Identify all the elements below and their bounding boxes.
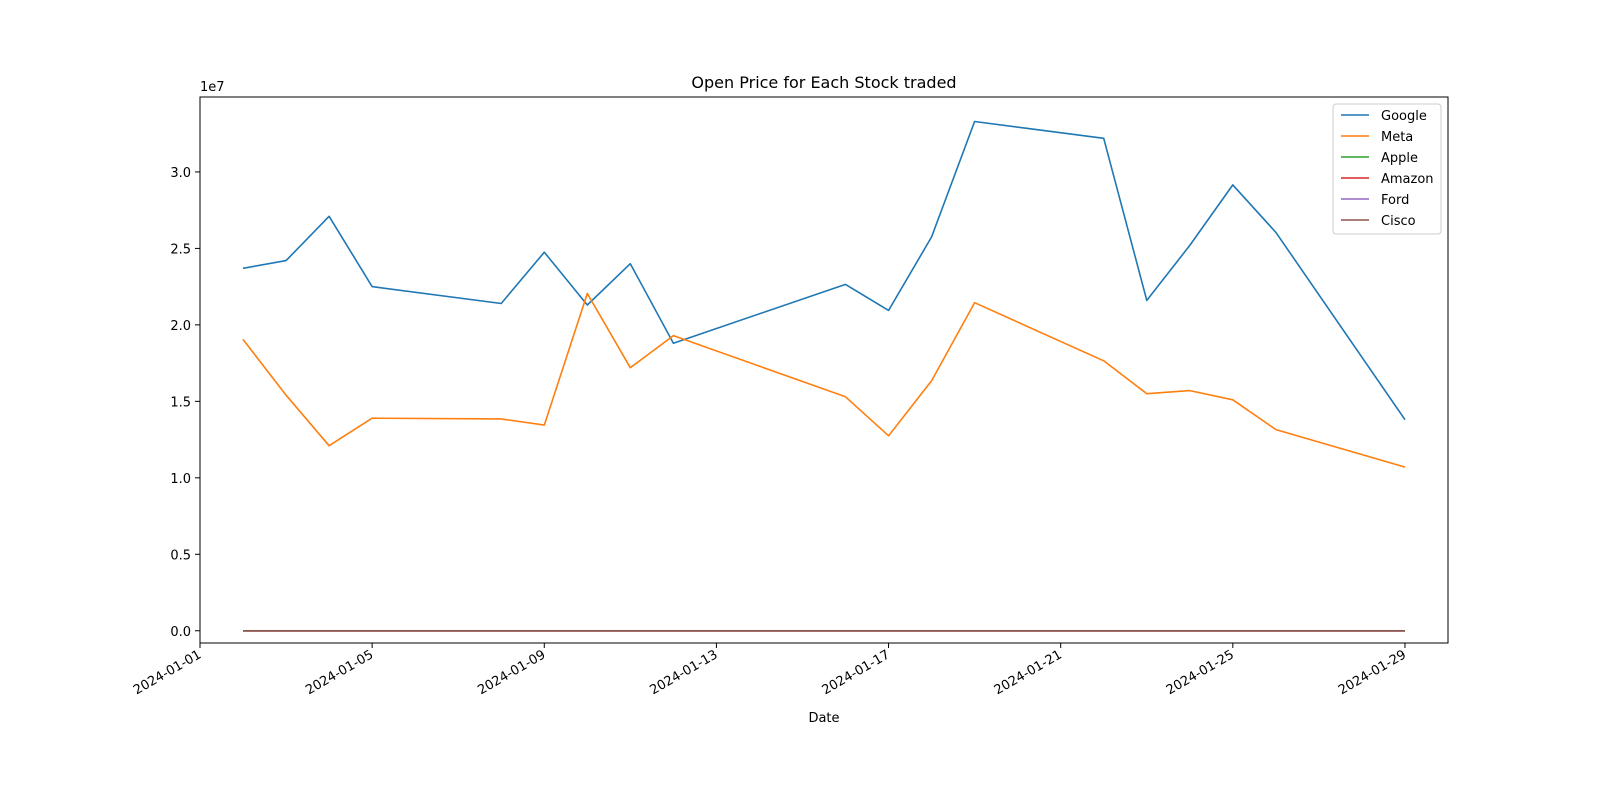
series-line-meta <box>242 292 1406 468</box>
legend-label-meta: Meta <box>1381 130 1413 145</box>
legend: Google Meta Apple Amazon Ford Cisco <box>1332 103 1442 235</box>
legend-label-amazon: Amazon <box>1381 172 1434 187</box>
legend-label-cisco: Cisco <box>1381 214 1416 229</box>
y-tick-label: 2.0 <box>170 319 191 334</box>
plot-area-frame <box>199 96 1449 644</box>
legend-label-apple: Apple <box>1381 151 1418 166</box>
y-tick-label: 1.5 <box>170 395 191 410</box>
y-tick-label: 0.0 <box>170 625 191 640</box>
y-axis-offset-label: 1e7 <box>200 80 225 95</box>
series-lines <box>242 120 1406 632</box>
series-line-google <box>242 120 1406 421</box>
legend-label-ford: Ford <box>1381 193 1409 208</box>
y-tick-label: 2.5 <box>170 242 191 257</box>
y-tick-label: 1.0 <box>170 472 191 487</box>
y-tick-label: 0.5 <box>170 548 191 563</box>
legend-label-google: Google <box>1381 109 1427 124</box>
y-axis-ticks: 0.0 0.5 1.0 1.5 2.0 2.5 3.0 <box>170 166 200 640</box>
y-tick-label: 3.0 <box>170 166 191 181</box>
chart-title: Open Price for Each Stock traded <box>691 73 956 92</box>
x-axis-label: Date <box>808 711 839 726</box>
